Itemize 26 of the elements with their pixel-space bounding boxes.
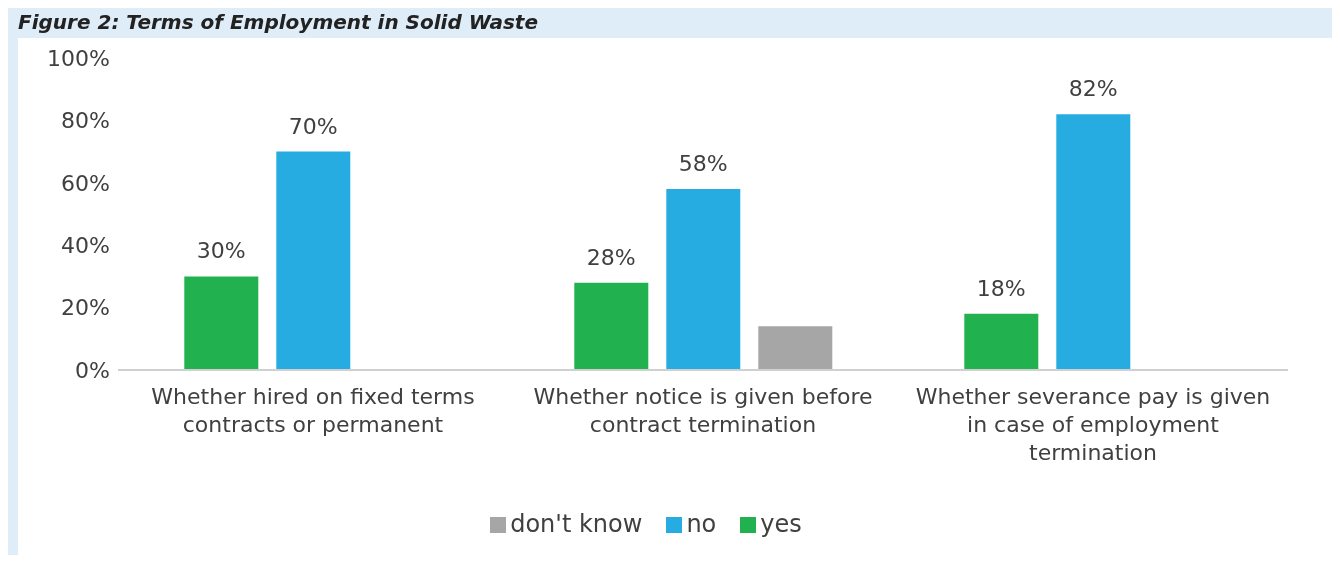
bar [276, 151, 351, 370]
data-label: 70% [288, 113, 338, 139]
data-label: 18% [976, 275, 1026, 301]
bar [184, 276, 259, 370]
data-label: 82% [1068, 76, 1118, 102]
y-tick-label: 20% [61, 295, 110, 321]
y-tick-label: 60% [61, 170, 110, 196]
x-tick-label: Whether notice is given before contract termination [533, 384, 873, 437]
data-label: 28% [586, 244, 636, 270]
legend-label: don't know [510, 510, 643, 538]
y-tick-label: 40% [61, 233, 110, 259]
y-tick-label: 100% [47, 45, 110, 71]
bar [1056, 114, 1131, 370]
chart-title: Figure 2: Terms of Employment in Solid Waste [17, 9, 539, 36]
legend-label: no [686, 510, 717, 538]
y-tick-label: 0% [75, 357, 110, 383]
y-tick-label: 80% [61, 108, 110, 134]
data-label: 30% [196, 238, 246, 264]
bar [666, 189, 741, 370]
bar [964, 313, 1039, 370]
legend-label: yes [760, 510, 802, 538]
x-tick-label: Whether severance pay is given in case of employment termination [915, 384, 1271, 465]
x-tick-label: Whether hired on fixed terms contracts or permanent [151, 384, 475, 437]
bar [574, 282, 649, 370]
data-label: 58% [678, 151, 728, 177]
bar [758, 326, 833, 370]
